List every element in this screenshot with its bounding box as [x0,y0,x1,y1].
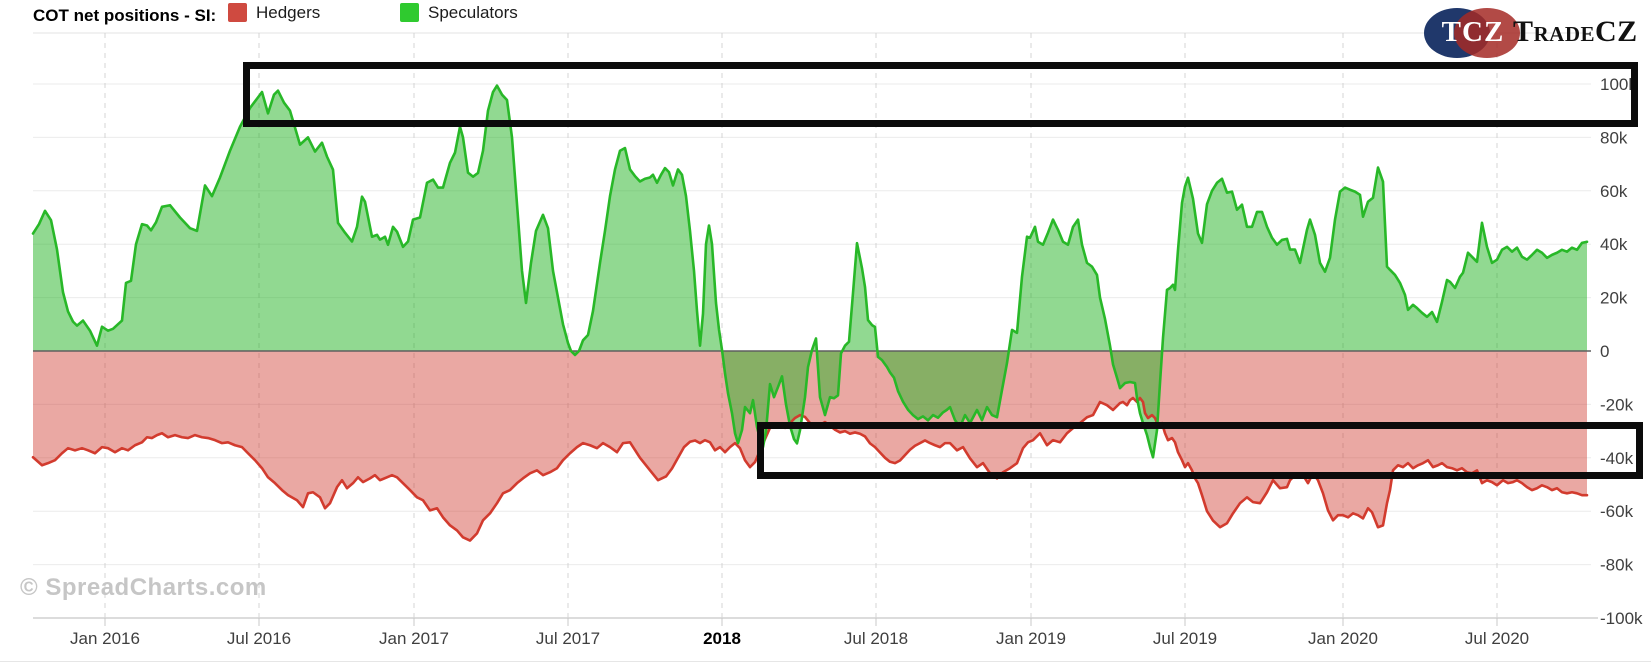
tcz-monogram: TCZ [1441,16,1505,48]
tradecz-logo[interactable]: TCZ TradeCZ [1413,4,1648,60]
hedgers-area-fill [33,351,1587,541]
legend-label-hedgers: Hedgers [256,3,321,22]
speculators-line [31,84,1589,459]
hedgers-color-swatch-icon [228,3,247,22]
y-axis-label: -80k [1600,556,1634,575]
y-axis-label: 0 [1600,342,1609,361]
speculators-color-swatch-icon [400,3,419,22]
tradecz-wordmark: TradeCZ [1513,15,1638,48]
legend-label-speculators: Speculators [428,3,518,22]
highlight-box-bottom [757,422,1643,479]
y-axis-label: 40k [1600,235,1628,254]
x-axis-label: Jul 2017 [536,629,600,648]
x-axis-label: Jul 2018 [844,629,908,648]
spreadcharts-watermark: © SpreadCharts.com [20,574,267,601]
y-axis-label: 20k [1600,289,1628,308]
tcz-circles-icon [1424,8,1520,58]
y-axis-label: 60k [1600,182,1628,201]
highlight-box-top [243,62,1638,127]
x-axis-label: Jan 2016 [70,629,140,648]
x-axis-label: Jul 2016 [227,629,291,648]
y-axis-label: 80k [1600,128,1628,147]
y-axis-label: -20k [1600,395,1634,414]
chart-title: COT net positions - SI: [33,6,217,25]
legend-item-hedgers[interactable]: Hedgers [228,3,320,22]
y-axis-label: -100k [1600,609,1643,628]
x-axis-label: 2018 [703,629,741,648]
y-axis-label: 100k [1600,75,1637,94]
x-axis-label: Jan 2020 [1308,629,1378,648]
y-axis-label: -60k [1600,502,1634,521]
hedgers-line [31,396,1589,542]
speculators-area-fill [33,85,1587,458]
x-axis-label: Jul 2020 [1465,629,1529,648]
y-axis-label: -40k [1600,449,1634,468]
x-axis-label: Jan 2017 [379,629,449,648]
legend-item-speculators[interactable]: Speculators [400,3,518,22]
x-axis-label: Jan 2019 [996,629,1066,648]
x-axis-label: Jul 2019 [1153,629,1217,648]
